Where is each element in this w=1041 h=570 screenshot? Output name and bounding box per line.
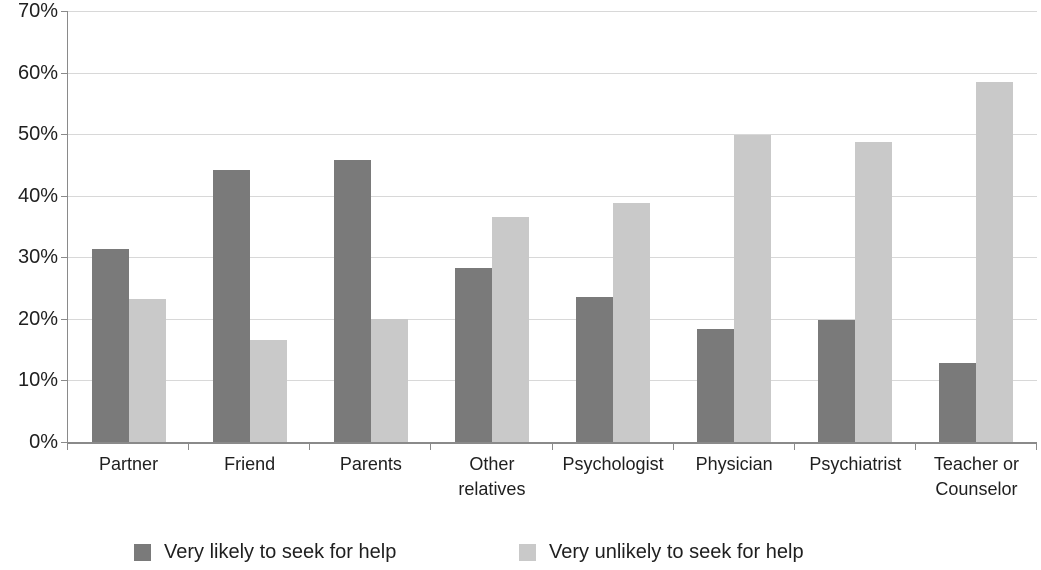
y-axis-label-0: 0% [29,431,58,453]
category-label-text: Psychiatrist [809,454,902,474]
bar-likely-friend [212,169,250,442]
y-axis-tick-0 [61,442,68,443]
category-label-text: Friend [224,454,276,474]
bar-unlikely-partner [128,298,166,442]
category-label-text: Teacher or Counselor [933,454,1019,499]
y-axis-label-50: 50% [17,123,58,146]
x-axis-tick-5 [672,444,674,450]
category-label-text: Psychologist [562,454,664,474]
x-axis-tick-6 [793,444,795,450]
gridline-50 [68,134,1037,136]
bar-likely-psychologist [576,297,614,442]
gridline-30 [68,257,1037,259]
gridline-10 [68,380,1037,382]
gridline-60 [68,72,1037,74]
bar-unlikely-physician [734,134,772,442]
bar-likely-partner [91,249,129,442]
category-label-text: Other relatives [458,454,526,499]
category-label-teacher-or-counselor: Teacher or Counselor [916,452,1037,502]
bar-unlikely-friend [249,339,287,442]
x-axis-tick-2 [309,444,311,450]
legend-swatch-dark-icon [134,544,151,561]
x-axis-tick-1 [188,444,190,450]
category-label-parents: Parents [310,452,431,477]
legend-label-very-unlikely: Very unlikely to seek for help [549,541,804,563]
gridline-20 [68,318,1037,320]
plot-area [67,11,1037,444]
category-label-friend: Friend [189,452,310,477]
legend-label-very-likely: Very likely to seek for help [164,541,397,563]
category-label-text: Partner [99,454,159,474]
y-axis-label-20: 20% [17,307,58,330]
legend: Very likely to seek for help Very unlike… [0,541,1041,567]
category-label-psychologist: Psychologist [553,452,674,477]
bar-likely-physician [697,328,735,442]
y-axis-tick-20 [61,318,68,320]
y-axis-label-40: 40% [17,184,58,207]
legend-item-very-unlikely: Very unlikely to seek for help [519,541,804,564]
category-label-physician: Physician [674,452,795,477]
x-axis-tick-0 [67,444,68,450]
y-axis-label-30: 30% [17,246,58,269]
y-axis-tick-70 [61,11,68,12]
category-label-text: Physician [695,454,773,474]
bar-likely-parents [333,160,371,442]
bar-unlikely-teacher-or-counselor [976,82,1014,442]
category-label-psychiatrist: Psychiatrist [795,452,916,477]
x-axis-tick-3 [430,444,432,450]
bar-likely-other-relatives [454,267,492,442]
gridline-40 [68,195,1037,197]
y-axis-label-10: 10% [17,369,58,392]
y-axis-label-60: 60% [17,61,58,84]
legend-item-very-likely: Very likely to seek for help [134,541,396,564]
y-axis-tick-10 [61,380,68,382]
category-label-other-relatives: Other relatives [431,452,552,502]
bar-unlikely-psychologist [613,202,651,442]
y-axis-label-70: 70% [17,0,58,22]
x-axis-tick-4 [551,444,553,450]
category-label-partner: Partner [68,452,189,477]
category-label-text: Parents [339,454,402,474]
legend-swatch-light-icon [519,544,536,561]
x-axis-tick-8 [1036,444,1037,450]
bar-unlikely-parents [370,318,408,442]
bar-likely-teacher-or-counselor [939,362,977,442]
bar-unlikely-other-relatives [491,217,529,442]
gridline-70 [68,11,1037,12]
y-axis-tick-60 [61,72,68,74]
x-axis-tick-7 [914,444,916,450]
bar-unlikely-psychiatrist [855,141,893,442]
y-axis-tick-50 [61,134,68,136]
y-axis-tick-30 [61,257,68,259]
y-axis-tick-40 [61,195,68,197]
bar-likely-psychiatrist [818,319,856,442]
